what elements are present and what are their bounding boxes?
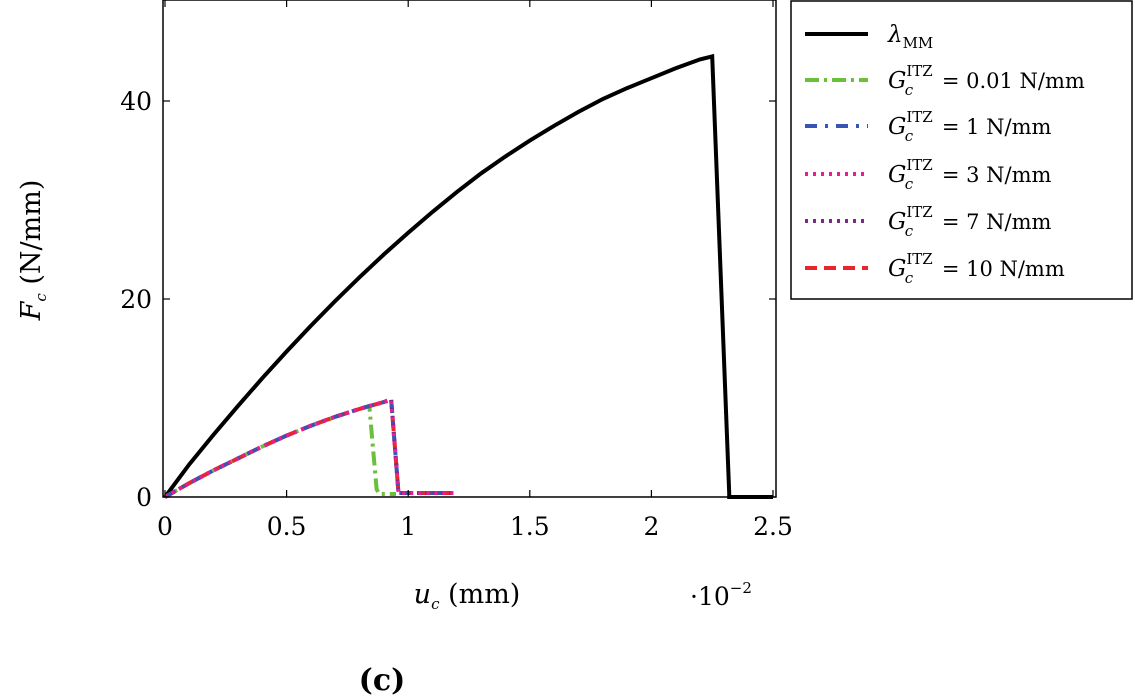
x-scale-note: ·10−2 bbox=[690, 579, 752, 611]
legend-label-value: = 1 N/mm bbox=[935, 115, 1051, 139]
legend-label: GITZ c = 10 N/mm bbox=[888, 250, 1065, 287]
panel-label: (c) bbox=[359, 663, 406, 696]
legend-label-symbol: G bbox=[888, 162, 906, 188]
y-tick-label: 20 bbox=[120, 285, 152, 314]
legend-label-subscript: c bbox=[905, 81, 914, 99]
legend-label-symbol: G bbox=[888, 209, 906, 235]
legend-label-symbol: G bbox=[888, 256, 906, 282]
legend-label: GITZ c = 3 N/mm bbox=[888, 156, 1051, 193]
x-tick-label: 2 bbox=[643, 512, 659, 541]
y-axis-label: Fc (N/mm) bbox=[16, 180, 50, 322]
legend-label-superscript: ITZ bbox=[906, 250, 932, 268]
y-tick-label: 40 bbox=[120, 87, 152, 116]
legend-label-subscript: c bbox=[905, 175, 914, 193]
series-line bbox=[164, 397, 457, 499]
legend-label-subscript: c bbox=[905, 127, 914, 145]
x-tick-label: 1.5 bbox=[510, 512, 550, 541]
legend-label-symbol: G bbox=[888, 68, 906, 94]
y-axis-symbol: F bbox=[16, 300, 47, 321]
legend-label-superscript: ITZ bbox=[906, 62, 932, 80]
series-line bbox=[164, 396, 457, 499]
x-tick-label: 0 bbox=[157, 512, 173, 541]
series-line bbox=[164, 397, 457, 499]
y-axis-subscript: c bbox=[32, 293, 50, 302]
x-scale-prefix: ·10 bbox=[690, 582, 730, 611]
x-tick-label: 1 bbox=[400, 512, 416, 541]
series-line bbox=[163, 53, 773, 499]
x-scale-exponent: −2 bbox=[730, 579, 752, 597]
plot-frame bbox=[162, 0, 777, 498]
x-tick-label: 0.5 bbox=[267, 512, 307, 541]
legend-label-value: = 3 N/mm bbox=[935, 163, 1051, 187]
legend-label-value: = 7 N/mm bbox=[935, 210, 1051, 234]
legend-label-symbol: λ bbox=[887, 22, 903, 48]
legend-label-subscript: c bbox=[905, 269, 914, 287]
legend-label-subscript: c bbox=[905, 222, 914, 240]
x-tick-label: 2.5 bbox=[753, 512, 793, 541]
x-axis-symbol: u bbox=[414, 579, 431, 610]
legend-label-subscript: MM bbox=[903, 34, 934, 52]
x-axis-subscript: c bbox=[431, 595, 440, 613]
y-tick-label: 0 bbox=[136, 483, 152, 512]
legend-label-superscript: ITZ bbox=[906, 108, 932, 126]
legend-label: GITZ c = 7 N/mm bbox=[888, 203, 1051, 240]
ticks-layer: 0 0.5 1 1.5 2 2.5 0 20 40 bbox=[120, 0, 793, 541]
x-axis-label: uc (mm) bbox=[414, 579, 521, 613]
legend-label-value: = 10 N/mm bbox=[935, 257, 1065, 281]
legend-label-symbol: G bbox=[888, 114, 906, 140]
legend-frame bbox=[790, 0, 1133, 300]
y-axis-unit: (N/mm) bbox=[16, 180, 47, 294]
x-axis-unit: (mm) bbox=[439, 579, 520, 610]
legend-label: GITZ c = 0.01 N/mm bbox=[888, 62, 1085, 99]
series-layer bbox=[163, 53, 773, 499]
legend-label-superscript: ITZ bbox=[906, 156, 932, 174]
series-line bbox=[164, 397, 457, 499]
legend-label: λMM bbox=[887, 22, 933, 52]
legend-label-superscript: ITZ bbox=[906, 203, 932, 221]
legend-label: GITZ c = 1 N/mm bbox=[888, 108, 1051, 145]
legend-label-value: = 0.01 N/mm bbox=[935, 69, 1085, 93]
